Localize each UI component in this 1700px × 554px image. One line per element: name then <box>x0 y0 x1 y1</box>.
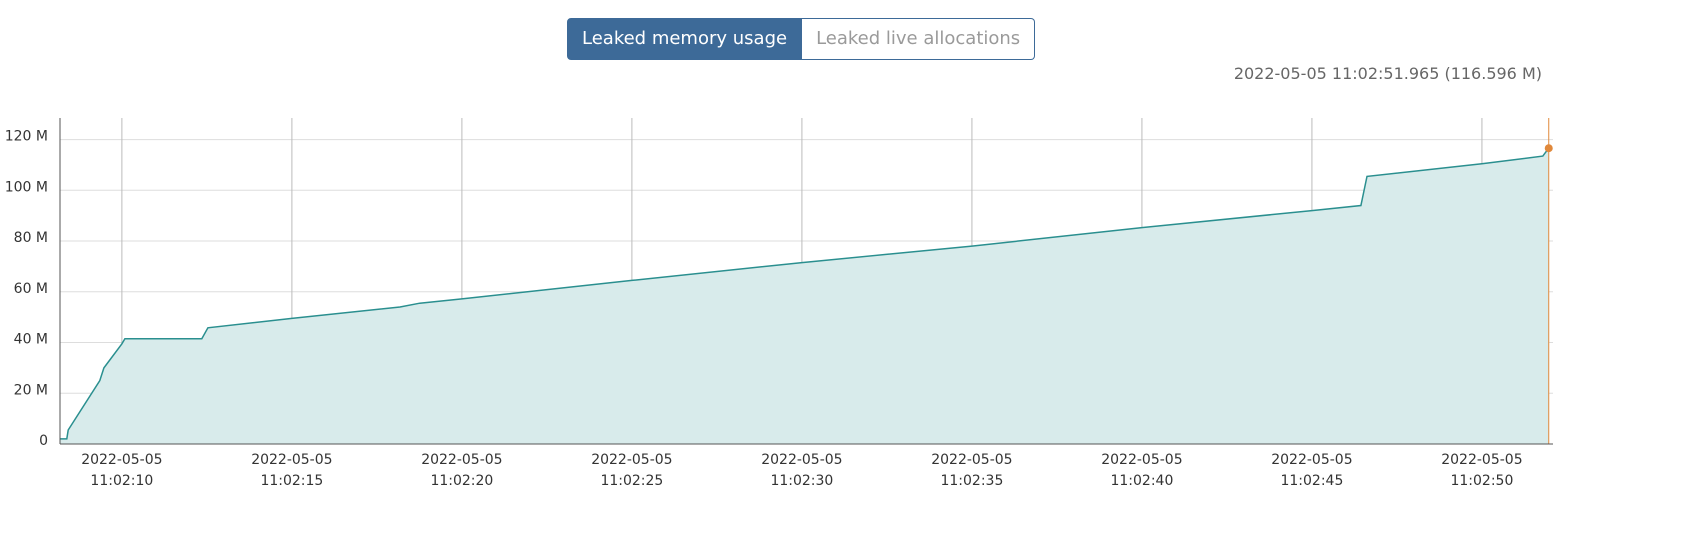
x-tick-date: 2022-05-05 <box>1271 452 1352 468</box>
y-tick-label: 20 M <box>14 382 48 398</box>
area-line <box>60 147 1550 440</box>
x-tick-date: 2022-05-05 <box>421 452 502 468</box>
x-tick-time: 11:02:45 <box>1280 473 1343 489</box>
tab-inactive[interactable]: Leaked live allocations <box>802 18 1036 60</box>
y-tick-label: 60 M <box>14 281 48 297</box>
tab-active[interactable]: Leaked memory usage <box>567 18 803 60</box>
x-tick-date: 2022-05-05 <box>251 452 332 468</box>
x-tick-date: 2022-05-05 <box>591 452 672 468</box>
cursor-dot <box>1544 144 1553 153</box>
x-tick-time: 11:02:30 <box>770 473 833 489</box>
x-tick-date: 2022-05-05 <box>761 452 842 468</box>
x-tick-time: 11:02:50 <box>1450 473 1513 489</box>
y-tick-label: 0 <box>39 433 48 449</box>
x-tick-date: 2022-05-05 <box>1101 452 1182 468</box>
x-tick-date: 2022-05-05 <box>81 452 162 468</box>
x-tick-time: 11:02:40 <box>1110 473 1173 489</box>
x-tick-time: 11:02:15 <box>260 473 323 489</box>
x-tick-time: 11:02:25 <box>600 473 663 489</box>
y-tick-label: 120 M <box>5 129 48 145</box>
x-tick-date: 2022-05-05 <box>931 452 1012 468</box>
x-tick-date: 2022-05-05 <box>1441 452 1522 468</box>
y-tick-label: 40 M <box>14 332 48 348</box>
cursor-readout: 2022-05-05 11:02:51.965 (116.596 M) <box>1233 64 1542 83</box>
y-tick-label: 80 M <box>14 230 48 246</box>
y-tick-label: 100 M <box>5 179 48 195</box>
area-fill <box>60 148 1549 444</box>
x-tick-time: 11:02:10 <box>90 473 153 489</box>
x-tick-time: 11:02:20 <box>430 473 493 489</box>
tab-group: Leaked memory usage Leaked live allocati… <box>567 18 1036 60</box>
x-tick-time: 11:02:35 <box>940 473 1003 489</box>
